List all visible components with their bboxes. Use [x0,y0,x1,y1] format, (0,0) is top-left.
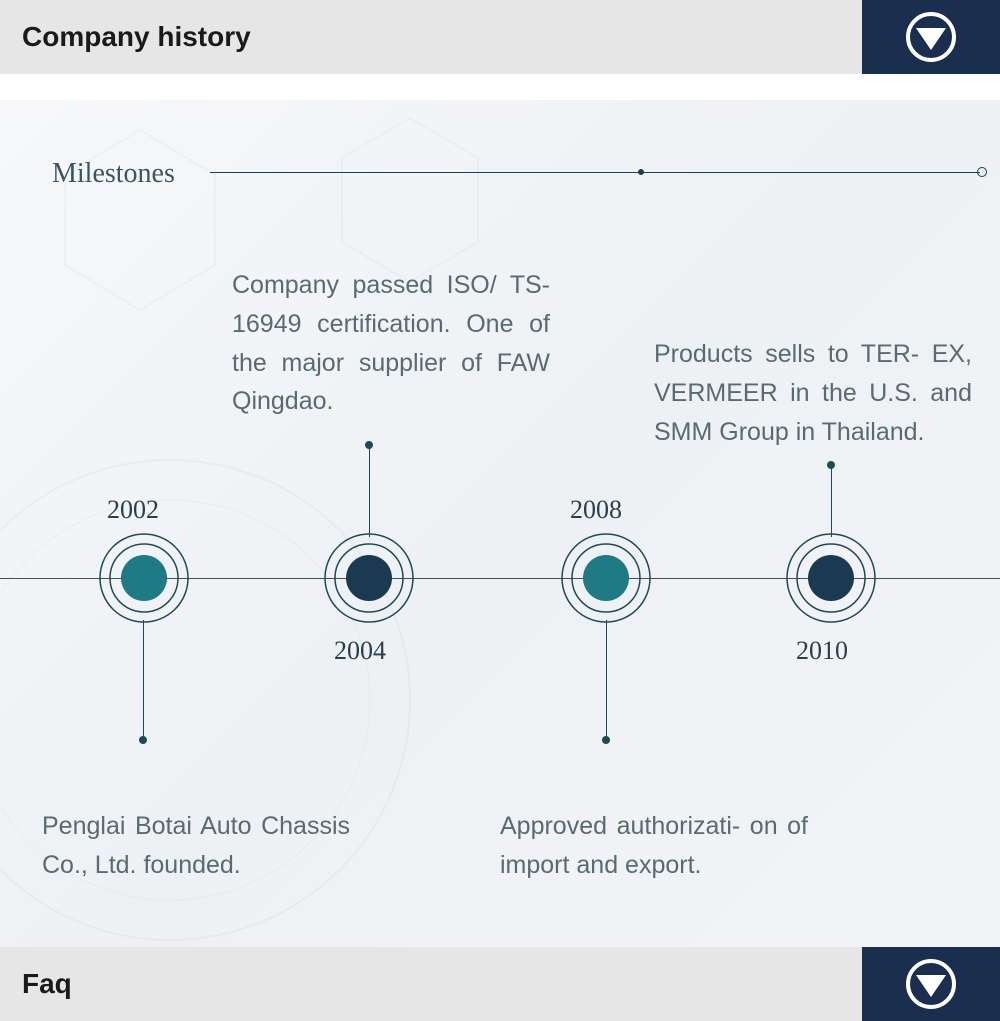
timeline-node-2010 [785,532,877,624]
section-header-company-history[interactable]: Company history [0,0,1000,74]
bg-hex-icon [330,110,490,290]
year-2008: 2008 [570,495,622,525]
milestones-rule [210,172,980,173]
milestones-endcap-icon [977,167,987,177]
bg-hex-icon [50,120,230,320]
collapse-icon [906,959,956,1009]
year-2004: 2004 [334,636,386,666]
connector-2004 [369,445,370,537]
connector-dot-icon [139,736,147,744]
toggle-box[interactable] [862,947,1000,1021]
desc-2002: Penglai Botai Auto Chassis Co., Ltd. fou… [42,807,350,885]
milestones-dot-icon [638,169,644,175]
desc-2004: Company passed ISO/ TS-16949 certificati… [232,266,550,421]
collapse-icon [906,12,956,62]
desc-2008: Approved authorizati- on of import and e… [500,807,808,885]
year-2010: 2010 [796,636,848,666]
section-title: Faq [0,968,862,1000]
timeline-panel: Milestones 2002 Penglai Botai Auto Chass… [0,100,1000,947]
connector-dot-icon [602,736,610,744]
timeline-node-2008 [560,532,652,624]
connector-2002 [143,620,144,740]
timeline-node-2004 [323,532,415,624]
connector-dot-icon [365,441,373,449]
section-title: Company history [0,21,862,53]
connector-2010 [831,465,832,537]
section-header-faq[interactable]: Faq [0,947,1000,1021]
desc-2010: Products sells to TER- EX, VERMEER in th… [654,335,972,451]
timeline-node-2002 [98,532,190,624]
year-2002: 2002 [107,495,159,525]
toggle-box[interactable] [862,0,1000,74]
connector-2008 [606,620,607,740]
milestones-title: Milestones [52,158,175,190]
connector-dot-icon [827,461,835,469]
